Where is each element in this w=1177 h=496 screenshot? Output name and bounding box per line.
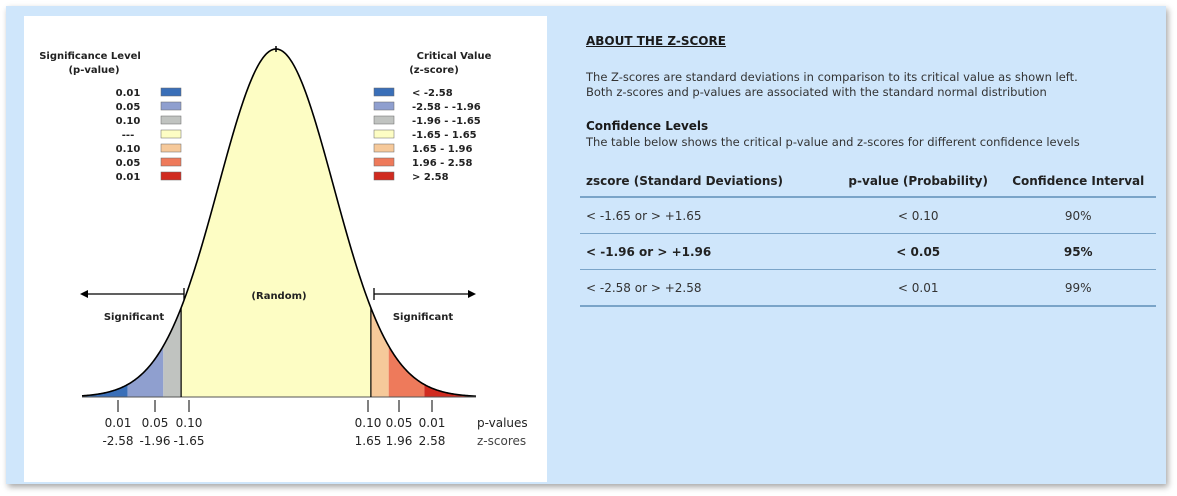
cell-pvalue: < 0.01	[836, 269, 1001, 307]
critical-header-1: Critical Value	[417, 51, 492, 62]
region-random	[181, 49, 371, 397]
pvalues-axis-label: p-values	[477, 416, 528, 430]
legend-swatch-left	[160, 143, 182, 153]
legend-swatch-left	[160, 171, 182, 181]
axis-pvalue-label: 0.10	[355, 416, 382, 430]
legend-pvalue: 0.01	[116, 172, 141, 183]
cell-confidence: 90%	[1000, 197, 1156, 234]
axis-pvalue-label: 0.05	[142, 416, 169, 430]
axis-zscore-label: 1.65	[355, 434, 382, 448]
cell-zscore: < -1.65 or > +1.65	[580, 197, 836, 234]
axis-pvalue-label: 0.10	[176, 416, 203, 430]
table-row: < -1.96 or > +1.96 < 0.05 95%	[580, 233, 1156, 270]
cell-pvalue: < 0.05	[836, 233, 1001, 270]
about-title: ABOUT THE Z-SCORE	[586, 34, 726, 48]
legend-swatch-left	[160, 129, 182, 139]
legend-swatch-left	[160, 115, 182, 125]
legend-zscore: -1.65 - 1.65	[412, 130, 477, 141]
axis-zscore-label: 1.96	[386, 434, 413, 448]
axis-ticks: 0.01 -2.58 0.05 -1.96 0.10 -1.65 0.10 1.65 0.05 1…	[102, 400, 445, 448]
legend-swatch-left	[160, 101, 182, 111]
legend-swatch-right	[373, 129, 395, 139]
legend-zscore: -1.96 - -1.65	[412, 116, 481, 127]
region-right-001	[424, 384, 476, 397]
legend-zscore: > 2.58	[412, 172, 449, 183]
axis-zscore-label: -2.58	[102, 434, 133, 448]
cell-pvalue: < 0.10	[836, 197, 1001, 234]
significant-right-label: Significant	[393, 312, 454, 323]
legend-swatch-right	[373, 143, 395, 153]
region-left-010	[163, 307, 182, 397]
main-panel: Significance Level (p-value) Critical Va…	[6, 6, 1166, 484]
zscores-axis-label: z-scores	[477, 434, 526, 448]
normal-curve-svg: Significance Level (p-value) Critical Va…	[39, 46, 528, 448]
header-confidence: Confidence Interval	[1000, 166, 1156, 198]
legend-pvalue: 0.01	[116, 88, 141, 99]
curve-outline	[81, 48, 477, 397]
boundary-lines	[180, 307, 372, 397]
cell-confidence: 99%	[1000, 269, 1156, 307]
header-zscore: zscore (Standard Deviations)	[580, 166, 836, 198]
legend-pvalue: 0.10	[116, 116, 141, 127]
random-label: (Random)	[251, 291, 306, 302]
legend-swatch-right	[373, 101, 395, 111]
normal-distribution-figure: Significance Level (p-value) Critical Va…	[24, 16, 547, 482]
table-row: < -2.58 or > +2.58 < 0.01 99%	[580, 269, 1156, 307]
about-line-1: The Z-scores are standard deviations in …	[586, 70, 1078, 84]
legend-zscore: 1.65 - 1.96	[412, 144, 473, 155]
about-text: The Z-scores are standard deviations in …	[586, 70, 1146, 100]
legend-pvalue: ---	[122, 130, 134, 141]
axis-zscore-label: -1.96	[139, 434, 170, 448]
about-line-2: Both z-scores and p-values are associate…	[586, 85, 1047, 99]
cell-zscore: < -2.58 or > +2.58	[580, 269, 836, 307]
confidence-levels-title: Confidence Levels	[586, 119, 709, 133]
legend-swatch-right	[373, 157, 395, 167]
significant-left-label: Significant	[104, 312, 165, 323]
axis-pvalue-label: 0.05	[386, 416, 413, 430]
legend-zscore: < -2.58	[412, 88, 453, 99]
confidence-levels-text: The table below shows the critical p-val…	[586, 135, 1080, 149]
left-arrow	[80, 288, 185, 300]
legend-pvalue: 0.05	[116, 102, 141, 113]
legend-zscore: 1.96 - 2.58	[412, 158, 473, 169]
legend-swatch-left	[160, 87, 182, 97]
significance-header-1: Significance Level	[39, 51, 141, 62]
axis-pvalue-label: 0.01	[419, 416, 446, 430]
axis-zscore-label: -1.65	[173, 434, 204, 448]
table-header-row: zscore (Standard Deviations) p-value (Pr…	[580, 166, 1156, 198]
critical-header-2: (z-score)	[409, 65, 459, 76]
legend-swatch-left	[160, 157, 182, 167]
legend-swatch-right	[373, 87, 395, 97]
legend-pvalue: 0.10	[116, 144, 141, 155]
axis-pvalue-label: 0.01	[105, 416, 132, 430]
legend-swatch-right	[373, 171, 395, 181]
region-right-010	[370, 307, 389, 397]
legend: 0.01 < -2.58 0.05 -2.58 - -1.96 0.10 -1.96 - …	[116, 87, 481, 183]
legend-pvalue: 0.05	[116, 158, 141, 169]
legend-zscore: -2.58 - -1.96	[412, 102, 481, 113]
cell-confidence: 95%	[1000, 233, 1156, 270]
cell-zscore: < -1.96 or > +1.96	[580, 233, 836, 270]
region-left-001	[82, 384, 128, 397]
significance-header-2: (p-value)	[68, 65, 119, 76]
legend-swatch-right	[373, 115, 395, 125]
right-arrow	[373, 288, 476, 300]
header-pvalue: p-value (Probability)	[836, 166, 1001, 198]
table-row: < -1.65 or > +1.65 < 0.10 90%	[580, 197, 1156, 234]
axis-zscore-label: 2.58	[419, 434, 446, 448]
confidence-table: zscore (Standard Deviations) p-value (Pr…	[580, 166, 1156, 307]
